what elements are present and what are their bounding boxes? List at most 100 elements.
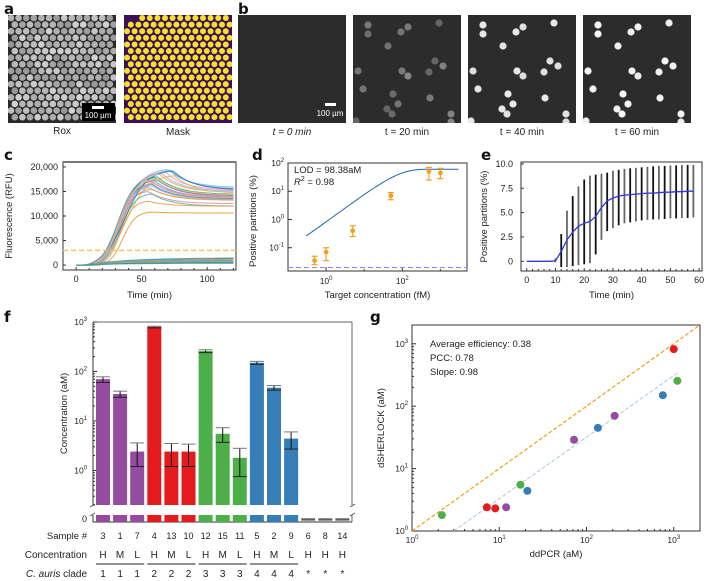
panel-label-b: b bbox=[238, 0, 249, 18]
positive-droplet bbox=[479, 21, 487, 29]
positive-droplet bbox=[677, 110, 685, 118]
mask-droplet bbox=[177, 41, 184, 48]
mask-droplet bbox=[146, 28, 153, 35]
y-tick-label: 100 bbox=[74, 465, 87, 475]
droplet bbox=[83, 27, 91, 35]
positive-droplet bbox=[513, 67, 521, 75]
droplet bbox=[53, 94, 60, 101]
clade-label: * bbox=[340, 569, 344, 580]
mask-droplet bbox=[207, 81, 214, 88]
y-axis-label: dSHERLOCK (aM) bbox=[376, 388, 387, 468]
mask-droplet bbox=[215, 54, 222, 61]
bar-zero bbox=[335, 519, 350, 522]
caption-t60-text: t = 60 min bbox=[614, 127, 660, 138]
droplet bbox=[76, 15, 83, 22]
y-tick-label: 10.0 bbox=[495, 159, 513, 169]
mask-droplet bbox=[200, 67, 206, 74]
positive-droplet bbox=[613, 105, 621, 113]
mask-droplet bbox=[135, 74, 142, 81]
positive-droplet bbox=[439, 62, 447, 70]
positive-droplet bbox=[498, 105, 506, 113]
positive-droplet bbox=[655, 68, 663, 76]
data-point bbox=[437, 511, 446, 520]
droplet bbox=[38, 54, 45, 61]
mask-droplet bbox=[219, 34, 225, 41]
panel-label-f: f bbox=[4, 308, 11, 326]
panel-label-c: c bbox=[4, 146, 13, 164]
droplet bbox=[72, 34, 79, 42]
mask-droplet bbox=[169, 81, 176, 88]
mask-droplet bbox=[196, 100, 203, 107]
concentration-level: H bbox=[151, 550, 158, 561]
mask-droplet bbox=[196, 61, 203, 68]
mask-droplet bbox=[219, 61, 225, 68]
droplet bbox=[15, 27, 22, 35]
mask-droplet bbox=[135, 100, 142, 107]
droplet bbox=[49, 34, 57, 42]
clade-label: 3 bbox=[203, 569, 209, 580]
droplet bbox=[8, 94, 15, 101]
mask-droplet bbox=[146, 15, 153, 21]
droplet bbox=[98, 80, 106, 88]
positive-droplet bbox=[353, 117, 360, 123]
y-axis-label: Positive partitions (%) bbox=[248, 175, 259, 267]
positive-droplet bbox=[540, 68, 548, 76]
droplet bbox=[49, 21, 57, 28]
mask-droplet bbox=[222, 28, 229, 35]
mask-droplet bbox=[200, 54, 206, 61]
mask-droplet bbox=[226, 21, 232, 28]
droplet bbox=[102, 60, 110, 68]
mask-droplet bbox=[154, 67, 161, 74]
positive-droplet bbox=[359, 85, 367, 93]
droplet bbox=[87, 60, 95, 68]
droplet bbox=[15, 94, 22, 101]
droplet bbox=[53, 41, 60, 48]
mask-droplet bbox=[184, 54, 191, 61]
clade-label: 3 bbox=[237, 569, 243, 580]
bar bbox=[181, 451, 196, 505]
droplet bbox=[95, 21, 102, 28]
data-point bbox=[426, 169, 432, 174]
mask-droplet bbox=[226, 48, 232, 55]
data-point bbox=[312, 258, 318, 264]
mask-droplet bbox=[158, 87, 165, 94]
droplet bbox=[26, 21, 34, 28]
mask-droplet bbox=[181, 21, 187, 28]
mask-droplet bbox=[222, 15, 229, 21]
sample-number: 6 bbox=[306, 531, 311, 541]
droplet bbox=[38, 80, 45, 88]
mask-droplet bbox=[173, 100, 180, 107]
mask-droplet bbox=[127, 114, 134, 121]
x-axis-label: Time (min) bbox=[127, 290, 172, 301]
mask-droplet bbox=[143, 48, 149, 55]
droplet bbox=[38, 107, 45, 114]
mask-droplet bbox=[192, 94, 199, 101]
x-tick-label: 10 bbox=[550, 275, 560, 285]
concentration-level: M bbox=[167, 550, 175, 561]
mask-droplet bbox=[150, 87, 157, 94]
x-tick-label: 102 bbox=[396, 276, 409, 286]
clade-label: 4 bbox=[254, 569, 260, 580]
concentration-level: H bbox=[202, 550, 209, 561]
droplet bbox=[110, 87, 116, 95]
droplet bbox=[22, 15, 30, 22]
droplet bbox=[106, 15, 114, 22]
mask-droplet bbox=[207, 15, 214, 21]
droplet bbox=[57, 21, 64, 28]
y-zero-label: 0 bbox=[82, 514, 87, 524]
droplet bbox=[15, 54, 22, 61]
mask-droplet bbox=[131, 54, 138, 61]
droplet bbox=[45, 94, 53, 101]
mask-droplet bbox=[196, 74, 203, 81]
mask-droplet bbox=[127, 87, 134, 94]
mask-droplet bbox=[131, 81, 138, 88]
mask-droplet bbox=[219, 87, 225, 94]
mask-droplet bbox=[165, 21, 172, 28]
y-tick-label: 5,000 bbox=[35, 236, 58, 246]
x-tick-label: 0 bbox=[74, 274, 79, 284]
mask-droplet bbox=[211, 34, 218, 41]
droplet bbox=[30, 27, 38, 35]
droplet bbox=[95, 47, 102, 55]
data-point bbox=[323, 249, 329, 255]
y-tick-label: 7.5 bbox=[500, 183, 513, 193]
